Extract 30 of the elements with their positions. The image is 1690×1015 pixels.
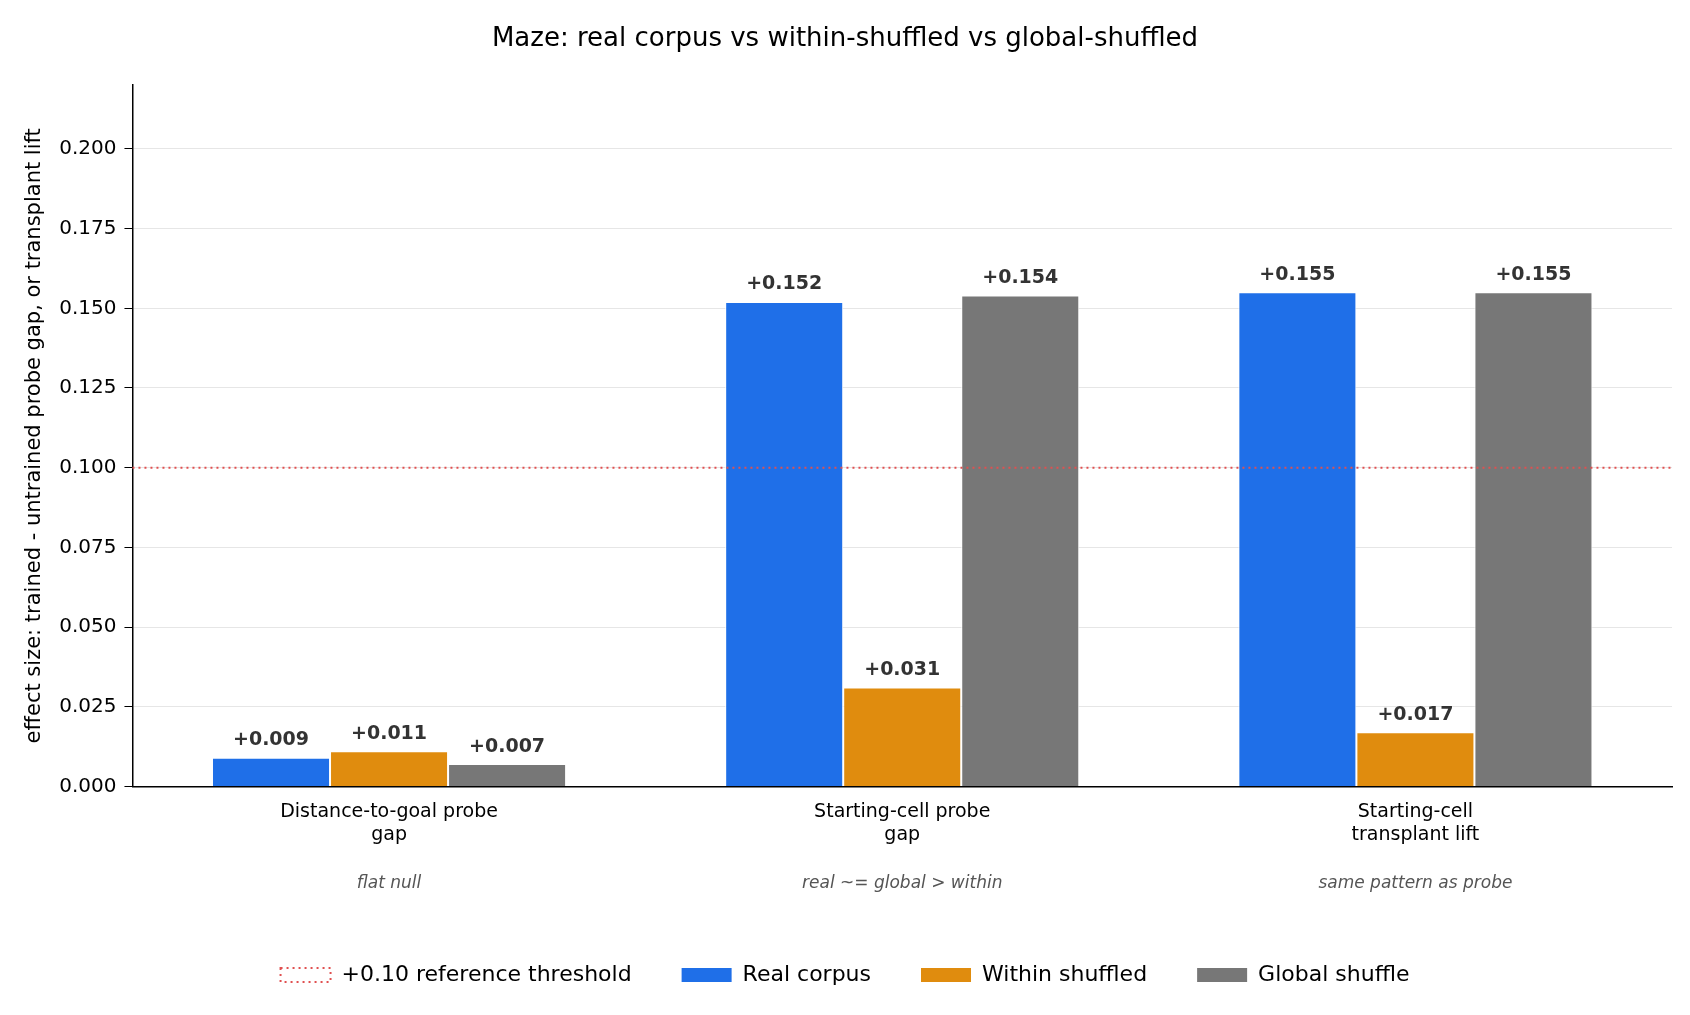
x-tick-label: Starting-cell transplant lift [1351,798,1480,844]
chart-title: Maze: real corpus vs within-shuffled vs global-shuffled [491,22,1199,53]
y-tick-label: 0.050 [59,613,117,638]
data-label: +0.155 [1495,261,1572,284]
data-label: +0.017 [1377,701,1454,724]
legend-label: Real corpus [742,960,871,986]
text: real ~= global > within [802,872,1003,893]
x-tick-label: Starting-cell probe gap [814,798,991,844]
y-tick-label: 0.125 [59,374,117,399]
y-tick-label: 0.175 [59,214,117,239]
y-tick-label: 0.075 [59,533,117,558]
x-tick-label: Distance-to-goal probe gap [280,798,498,844]
y-tick-label: 0.025 [59,692,117,717]
text: flat null [356,872,422,893]
y-tick-label: 0.000 [59,772,117,797]
data-label: +0.031 [864,657,941,680]
data-label: +0.154 [982,265,1059,287]
y-tick-label: 0.100 [59,453,117,478]
legend-label: +0.10 reference threshold [341,960,632,986]
legend-label: Global shuffle [1258,960,1410,986]
data-label: +0.152 [746,271,823,294]
y-tick-label: 0.150 [59,294,117,319]
y-axis-title: effect size: trained - untrained probe gap, or transplant lift [21,128,46,744]
data-label: +0.011 [351,720,428,743]
data-label: +0.009 [233,727,310,750]
data-label: +0.007 [469,733,546,756]
text: same pattern as probe [1318,872,1513,893]
legend-label: Within shuffled [982,960,1148,986]
data-label: +0.155 [1259,261,1336,284]
y-tick-label: 0.200 [59,135,117,160]
